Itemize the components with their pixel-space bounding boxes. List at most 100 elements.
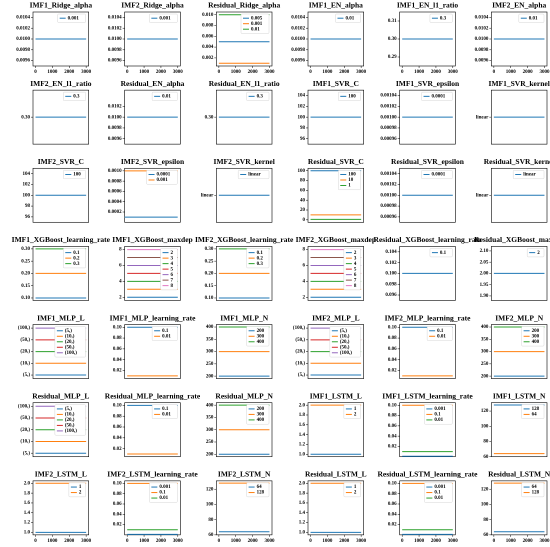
y-tick-label: 0.08: [388, 414, 397, 419]
y-tick-label: (50,): [20, 416, 30, 421]
legend-label: 0.0001: [432, 173, 446, 178]
legend-box: [57, 13, 86, 23]
axes-frame: [307, 167, 364, 223]
y-tick-label: 250: [206, 362, 214, 367]
x-tick-label: 3000: [539, 539, 550, 544]
y-tick-label: 0.0096: [108, 59, 122, 64]
y-tick-label: 20: [300, 208, 306, 213]
y-tick-label: 40: [300, 198, 306, 203]
x-tick-label: 2000: [64, 539, 75, 544]
subplot-title: IMF2_SVR_epsilon: [121, 157, 185, 166]
subplot-title: IMF1_SVR_C: [313, 79, 359, 88]
axes-frame: [399, 402, 456, 458]
y-tick-label: 0.30: [205, 115, 214, 120]
y-tick-label: 0.0102: [108, 26, 122, 31]
x-tick-label: 3000: [81, 70, 92, 75]
legend-label: 3: [354, 256, 357, 261]
y-tick-label: 0.0098: [108, 126, 122, 131]
legend-label: 300: [532, 334, 540, 339]
legend-box: [63, 170, 86, 179]
y-tick-label: 0.00096: [380, 215, 397, 220]
legend-label: 2: [79, 491, 82, 496]
y-tick-label: 6: [119, 264, 122, 269]
x-tick-label: 1000: [414, 70, 425, 75]
x-tick-label: 0: [493, 539, 496, 544]
y-tick-label: 1.95: [480, 283, 489, 288]
y-tick-label: 0.100: [385, 272, 397, 277]
legend-box: [54, 404, 86, 436]
y-tick-label: 2.0: [299, 403, 306, 408]
subplot: IMF2_MLP_learning_rate 0.02 0.04 0.06 0.08 0.…: [385, 313, 471, 379]
subplot: IMF1_MLP_L(5,)(10,)(20,)(50,)(100,)(5,)(…: [18, 313, 89, 379]
y-tick-label: 0.004: [202, 45, 214, 50]
x-tick-label: 1000: [506, 70, 517, 75]
y-tick-label: 250: [206, 440, 214, 445]
subplot: Residual_XGBoost_learning_rate 0.096 0.098…: [374, 235, 482, 301]
y-tick-label: 0.06: [113, 425, 122, 430]
legend-box: [421, 91, 453, 101]
legend-label: (10,): [340, 334, 350, 339]
legend-label: (50,): [65, 345, 75, 350]
y-tick-label: 1.4: [299, 433, 306, 438]
x-tick-label: 2000: [523, 539, 534, 544]
legend-label: 6: [354, 273, 357, 278]
x-tick-label: 2000: [156, 70, 167, 75]
y-tick-label: (10,): [20, 440, 30, 445]
legend-label: (5,): [340, 329, 347, 334]
y-tick-label: 200: [206, 374, 214, 379]
y-tick-label: 200: [206, 452, 214, 457]
y-tick-label: 0.04: [388, 358, 397, 363]
x-tick-label: 0: [401, 70, 404, 75]
y-tick-label: (5,): [23, 451, 30, 456]
legend-label: (10,): [65, 413, 75, 418]
legend-label: (5,): [65, 407, 72, 412]
legend-label: 0.1: [434, 413, 441, 418]
legend-box: [63, 248, 86, 269]
y-tick-label: 0.02: [113, 369, 122, 374]
legend-label: (50,): [340, 345, 350, 350]
y-tick-label: 0.0010: [108, 169, 122, 174]
subplot-title: IMF2_SVR_C: [38, 157, 84, 166]
legend-box: [63, 91, 86, 101]
legend-box: [151, 404, 178, 419]
legend-label: 200: [257, 329, 265, 334]
y-tick-label: 0.0096: [16, 59, 30, 64]
x-tick-label: 3000: [173, 539, 184, 544]
subplot-title: IMF1_Ridge_alpha: [30, 1, 93, 10]
subplot: Residual_SVR_epsilon 0.00096 0.00098 0.0010…: [380, 157, 465, 223]
subplot-title: IMF2_XGBoost_learning_rate: [195, 235, 294, 244]
y-tick-label: 1.8: [24, 491, 31, 496]
y-tick-label: 0.010: [202, 13, 214, 18]
y-tick-label: (100,): [18, 326, 30, 331]
legend-box: [68, 482, 86, 498]
subplot: Residual_MLP_L(5,)(10,)(20,)(50,)(100,)(…: [18, 391, 89, 458]
subplot: Residual_XGBoost_maxdep 1.90 1.95 2.00 2.05 2…: [474, 235, 550, 301]
subplot-title: IMF2_LSTM_learning_rate: [107, 470, 198, 479]
x-tick-label: 3000: [448, 70, 459, 75]
y-tick-label: 2.0: [24, 481, 31, 486]
y-tick-label: (10,): [295, 361, 305, 366]
y-tick-label: 0.04: [113, 358, 122, 363]
y-tick-label: 100: [298, 115, 306, 120]
y-tick-label: 0.104: [385, 250, 397, 255]
legend-label: 200: [257, 407, 265, 412]
x-tick-label: 3000: [264, 539, 275, 544]
y-tick-label: 0.00100: [380, 193, 397, 198]
subplot: Residual_EN_l1_ratio 0.30 0.3: [205, 79, 280, 145]
subplot: IMF2_EN_l1_ratio 0.30 0.3: [21, 79, 92, 145]
y-tick-label: 0.00102: [380, 104, 397, 109]
y-tick-label: 0.098: [385, 282, 397, 287]
y-tick-label: 250: [481, 362, 489, 367]
x-tick-label: 2000: [431, 70, 442, 75]
y-tick-label: 0.25: [21, 259, 30, 264]
y-tick-label: 1.4: [299, 511, 306, 516]
y-tick-label: 80: [483, 518, 489, 523]
y-tick-label: 0.06: [113, 502, 122, 507]
y-tick-label: 0.04: [388, 434, 397, 439]
axes-frame: [216, 480, 273, 536]
x-tick-label: 3000: [539, 70, 550, 75]
axes-frame: [307, 480, 364, 536]
